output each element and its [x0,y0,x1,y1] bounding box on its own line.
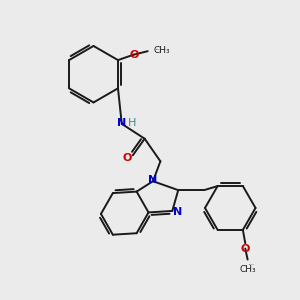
Text: CH₃: CH₃ [153,46,170,55]
Text: CH₃: CH₃ [239,265,256,274]
Text: methoxy: methoxy [156,48,162,50]
Text: methoxy: methoxy [249,264,255,265]
Text: H: H [128,118,136,128]
Text: O: O [122,153,131,163]
Text: N: N [116,118,126,128]
Text: N: N [173,206,182,217]
Text: O: O [241,244,250,254]
Text: N: N [148,175,157,185]
Text: O: O [129,50,139,60]
